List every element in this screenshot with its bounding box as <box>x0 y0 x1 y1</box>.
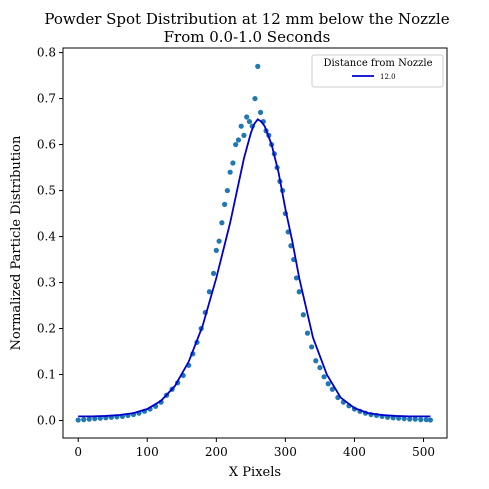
x-tick-label: 500 <box>412 445 435 459</box>
x-tick-label: 200 <box>205 445 228 459</box>
data-point <box>300 312 306 318</box>
legend: Distance from Nozzle 12.0 <box>311 54 444 88</box>
data-point <box>257 109 264 115</box>
data-point <box>233 141 239 148</box>
data-point <box>92 416 98 422</box>
y-tick-label: 0.5 <box>37 184 56 198</box>
data-point <box>219 220 225 226</box>
y-tick-label: 0.2 <box>37 322 56 336</box>
data-point <box>230 160 236 166</box>
data-point <box>81 417 87 423</box>
data-point <box>321 374 327 380</box>
data-point <box>216 238 222 244</box>
y-tick-label: 0.4 <box>37 230 56 244</box>
data-point <box>238 123 244 129</box>
data-point <box>313 358 319 364</box>
data-point <box>206 289 213 295</box>
data-point <box>246 118 253 125</box>
data-point <box>317 365 323 371</box>
data-point <box>427 417 434 423</box>
data-point <box>255 63 261 69</box>
x-tick-label: 0 <box>74 445 82 459</box>
fit-curve-line <box>78 118 431 418</box>
x-tick-label: 400 <box>343 445 366 459</box>
y-tick-label: 0.3 <box>37 276 56 290</box>
data-point <box>304 330 311 336</box>
data-point <box>213 247 219 253</box>
data-point <box>244 114 250 120</box>
y-tick-label: 0.0 <box>37 414 56 428</box>
x-tick-label: 300 <box>274 445 297 459</box>
chart-title-line-1: Powder Spot Distribution at 12 mm below … <box>44 10 449 28</box>
data-point <box>75 417 81 423</box>
y-axis-label: Normalized Particle Distribution <box>9 135 24 350</box>
y-axis-ticks: 0.0 0.1 0.2 0.3 0.4 0.5 0.6 0.7 0.8 <box>37 46 63 428</box>
data-point <box>293 275 300 281</box>
data-point <box>407 416 413 422</box>
data-point <box>235 137 242 143</box>
y-tick-label: 0.6 <box>37 138 56 152</box>
data-point <box>227 169 233 175</box>
data-point <box>325 381 331 387</box>
legend-title: Distance from Nozzle <box>323 58 432 69</box>
plot-marks <box>75 63 434 423</box>
data-point <box>241 132 247 138</box>
data-point <box>222 201 228 207</box>
data-point <box>252 95 258 102</box>
data-point <box>329 386 335 392</box>
legend-box <box>311 54 444 88</box>
plot-frame <box>62 47 448 439</box>
data-point <box>296 289 302 295</box>
data-point <box>418 417 424 423</box>
data-point <box>86 416 92 422</box>
data-point <box>401 416 407 422</box>
x-axis-label: X Pixels <box>229 465 281 480</box>
y-tick-label: 0.1 <box>37 368 56 382</box>
data-point <box>224 187 230 194</box>
data-point <box>423 417 429 423</box>
legend-entry-label: 12.0 <box>380 73 396 81</box>
y-tick-label: 0.7 <box>37 92 56 106</box>
data-point <box>309 344 315 350</box>
chart-title-line-2: From 0.0-1.0 Seconds <box>164 28 331 46</box>
data-point <box>210 270 217 276</box>
x-axis-ticks: 0 100 200 300 400 500 <box>74 438 435 459</box>
y-tick-label: 0.8 <box>37 46 56 60</box>
x-tick-label: 100 <box>136 445 159 459</box>
data-point <box>412 416 418 422</box>
